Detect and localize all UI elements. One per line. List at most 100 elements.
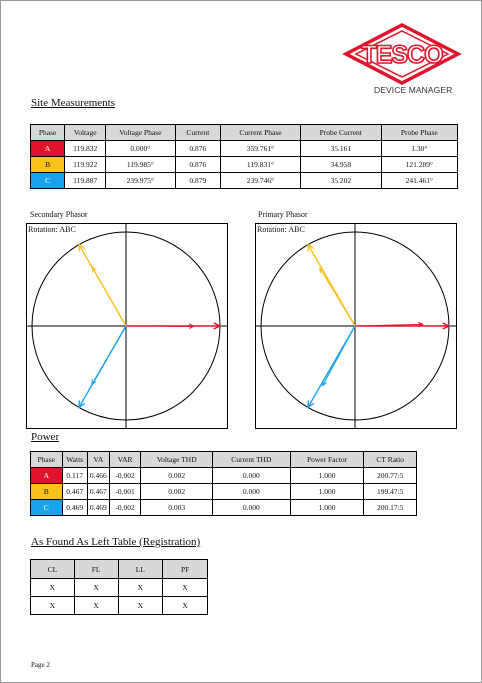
secondary-current-phasor-b <box>91 266 127 327</box>
power-factor-cell: 1.000 <box>289 499 365 516</box>
header-va: VA <box>86 451 110 468</box>
voltage-thd-cell: 0.003 <box>140 499 213 516</box>
var-cell: -0.002 <box>108 499 142 516</box>
phase-a-cell: A <box>29 140 66 157</box>
voltage-cell: 119.922 <box>64 156 107 173</box>
phase-c-cell: C <box>30 499 63 516</box>
current-thd-cell: 0.000 <box>211 467 291 484</box>
probe-current-cell: 35.161 <box>299 140 382 157</box>
primary-current-phasor-a <box>354 321 424 328</box>
site-measurements-header-row: Phase Voltage Voltage Phase Current Curr… <box>29 124 459 141</box>
voltage-cell: 119.832 <box>64 140 107 157</box>
voltage-thd-cell: 0.002 <box>140 467 213 484</box>
var-cell: -0.001 <box>108 483 142 500</box>
header-phase: Phase <box>30 451 63 468</box>
secondary-phasor-title: Secondary Phasor <box>30 210 88 219</box>
fl-cell: X <box>73 578 119 597</box>
header-voltage-phase: Voltage Phase <box>105 124 176 141</box>
phase-c-cell: C <box>29 172 66 189</box>
current-phase-cell: 239.746° <box>220 172 301 189</box>
voltage-phase-cell: 239.975° <box>105 172 176 189</box>
ct-ratio-cell: 200.17:5 <box>363 499 417 516</box>
voltage-cell: 119.887 <box>64 172 107 189</box>
voltage-phase-cell: 0.000° <box>105 140 176 157</box>
site-measurements-title: Site Measurements <box>31 97 116 109</box>
page-number: Page 2 <box>31 661 50 669</box>
site-measurements-table: Phase Voltage Voltage Phase Current Curr… <box>29 124 459 189</box>
va-cell: 0.467 <box>86 483 110 500</box>
as-found-table: CL FL LL PF X X X X X X X X <box>30 559 208 615</box>
tesco-logo: TESCO <box>342 23 462 85</box>
current-cell: 0.876 <box>174 140 222 157</box>
cl-cell: X <box>30 596 75 615</box>
watts-cell: 0.467 <box>61 483 88 500</box>
fl-cell: X <box>73 596 119 615</box>
secondary-phasor-diagram: Rotation: ABC <box>26 223 228 429</box>
probe-phase-cell: 241.461° <box>380 172 459 189</box>
table-row: B 0.467 0.467 -0.001 0.002 0.000 1.000 1… <box>30 483 417 500</box>
header-probe-phase: Probe Phase <box>380 124 459 141</box>
power-header-row: Phase Watts VA VAR Voltage THD Current T… <box>30 451 417 468</box>
primary-current-phasor-b <box>319 267 356 327</box>
as-found-title: As Found As Left Table (Registration) <box>31 536 201 548</box>
table-row: A 119.832 0.000° 0.876 359.761° 35.161 1… <box>29 140 459 157</box>
logo-subtitle: DEVICE MANAGER <box>374 85 453 95</box>
cl-cell: X <box>30 578 75 597</box>
watts-cell: 0.117 <box>61 467 88 484</box>
header-current: Current <box>174 124 222 141</box>
ll-cell: X <box>117 596 164 615</box>
as-found-header-row: CL FL LL PF <box>30 559 208 579</box>
svg-text:TESCO: TESCO <box>361 41 443 69</box>
header-watts: Watts <box>61 451 88 468</box>
primary-current-phasor-c <box>322 325 356 387</box>
header-pf: PF <box>162 559 208 579</box>
power-title: Power <box>31 431 60 443</box>
header-var: VAR <box>108 451 142 468</box>
va-cell: 0.466 <box>86 467 110 484</box>
power-factor-cell: 1.000 <box>289 467 365 484</box>
header-cl: CL <box>30 559 75 579</box>
primary-phasor-diagram: Rotation: ABC <box>255 223 457 429</box>
ll-cell: X <box>117 578 164 597</box>
current-cell: 0.876 <box>174 156 222 173</box>
table-row: A 0.117 0.466 -0.002 0.002 0.000 1.000 2… <box>30 467 417 484</box>
table-row: X X X X <box>30 596 208 615</box>
watts-cell: 0.469 <box>61 499 88 516</box>
ct-ratio-cell: 199.47:5 <box>363 483 417 500</box>
power-factor-cell: 1.000 <box>289 483 365 500</box>
pf-cell: X <box>162 596 208 615</box>
header-current-thd: Current THD <box>211 451 291 468</box>
header-voltage-thd: Voltage THD <box>140 451 213 468</box>
table-row: C 0.469 0.469 -0.002 0.003 0.000 1.000 2… <box>30 499 417 516</box>
current-thd-cell: 0.000 <box>211 499 291 516</box>
current-phase-cell: 119.831° <box>220 156 301 173</box>
current-thd-cell: 0.000 <box>211 483 291 500</box>
phase-b-cell: B <box>29 156 66 173</box>
pf-cell: X <box>162 578 208 597</box>
probe-current-cell: 34.958 <box>299 156 382 173</box>
probe-phase-cell: 121.289° <box>380 156 459 173</box>
header-fl: FL <box>73 559 119 579</box>
ct-ratio-cell: 200.77:5 <box>363 467 417 484</box>
secondary-current-phasor-a <box>125 323 195 329</box>
probe-current-cell: 35.202 <box>299 172 382 189</box>
secondary-rotation-label: Rotation: ABC <box>28 225 76 234</box>
table-row: C 119.887 239.975° 0.879 239.746° 35.202… <box>29 172 459 189</box>
probe-phase-cell: 1.30° <box>380 140 459 157</box>
phase-b-cell: B <box>30 483 63 500</box>
primary-rotation-label: Rotation: ABC <box>257 225 305 234</box>
header-phase: Phase <box>29 124 66 141</box>
header-probe-current: Probe Current <box>299 124 382 141</box>
table-row: B 119.922 119.985° 0.876 119.831° 34.958… <box>29 156 459 173</box>
var-cell: -0.002 <box>108 467 142 484</box>
header-voltage: Voltage <box>64 124 107 141</box>
power-table: Phase Watts VA VAR Voltage THD Current T… <box>30 451 417 516</box>
current-cell: 0.879 <box>174 172 222 189</box>
header-power-factor: Power Factor <box>289 451 365 468</box>
table-row: X X X X <box>30 578 208 597</box>
header-ll: LL <box>117 559 164 579</box>
va-cell: 0.469 <box>86 499 110 516</box>
voltage-phase-cell: 119.985° <box>105 156 176 173</box>
header-current-phase: Current Phase <box>220 124 301 141</box>
